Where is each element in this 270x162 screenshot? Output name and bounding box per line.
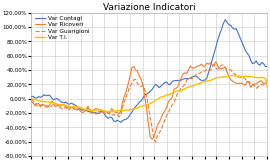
Var T.I. — [30, 98, 33, 100]
Var Guarigioni — [205, 68, 208, 70]
Var Contagi — [224, 19, 227, 21]
Line: Var T.I.: Var T.I. — [31, 75, 267, 112]
Var Ricoveri — [150, 138, 154, 140]
Var T.I. — [187, 86, 190, 88]
Var Ricoveri — [130, 67, 134, 69]
Var Contagi — [132, 108, 135, 110]
Var Ricoveri — [30, 100, 33, 102]
Var Contagi — [216, 39, 220, 41]
Var Ricoveri — [154, 131, 157, 133]
Var Contagi — [187, 78, 190, 80]
Var Guarigioni — [220, 64, 223, 66]
Var Guarigioni — [152, 138, 156, 140]
Var Ricoveri — [94, 108, 97, 110]
Var Contagi — [154, 83, 157, 85]
Var T.I. — [94, 109, 97, 111]
Var Guarigioni — [266, 85, 269, 87]
Var Ricoveri — [266, 83, 269, 85]
Var Contagi — [205, 77, 208, 79]
Var T.I. — [205, 80, 208, 82]
Var Guarigioni — [216, 68, 220, 70]
Var T.I. — [132, 108, 135, 110]
Var Guarigioni — [154, 141, 157, 143]
Legend: Var Contagi, Var Ricoveri, Var Guarigioni, Var T.I.: Var Contagi, Var Ricoveri, Var Guarigion… — [34, 16, 90, 40]
Var T.I. — [266, 83, 269, 85]
Var Ricoveri — [214, 61, 218, 63]
Var Ricoveri — [205, 62, 208, 64]
Var Guarigioni — [130, 83, 134, 85]
Var Contagi — [266, 66, 269, 68]
Var T.I. — [106, 111, 110, 113]
Var Contagi — [30, 96, 33, 98]
Line: Var Ricoveri: Var Ricoveri — [31, 62, 267, 139]
Title: Variazione Indicatori: Variazione Indicatori — [103, 3, 195, 12]
Var Contagi — [94, 111, 97, 113]
Var Guarigioni — [94, 113, 97, 115]
Line: Var Contagi: Var Contagi — [31, 20, 267, 122]
Var T.I. — [154, 99, 157, 101]
Var T.I. — [231, 74, 234, 76]
Var Guarigioni — [30, 98, 33, 100]
Line: Var Guarigioni: Var Guarigioni — [31, 65, 267, 142]
Var Contagi — [119, 121, 123, 123]
Var Ricoveri — [187, 69, 190, 71]
Var Guarigioni — [187, 77, 190, 79]
Var Ricoveri — [218, 67, 221, 69]
Var T.I. — [216, 77, 220, 79]
